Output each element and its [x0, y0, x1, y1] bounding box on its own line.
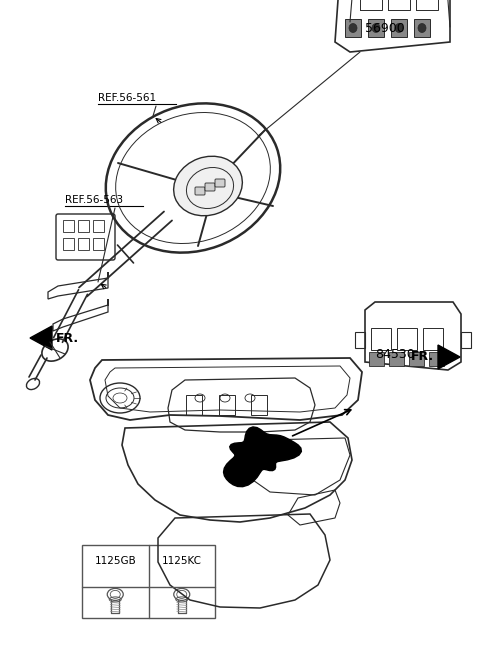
- Bar: [345, 19, 361, 37]
- FancyBboxPatch shape: [205, 183, 215, 191]
- Bar: [219, 395, 235, 415]
- Bar: [414, 19, 430, 37]
- Text: 1125KC: 1125KC: [162, 556, 202, 566]
- FancyBboxPatch shape: [195, 187, 205, 195]
- Text: 1125GB: 1125GB: [95, 556, 136, 566]
- Text: REF.56-561: REF.56-561: [98, 93, 156, 103]
- Bar: [63, 238, 74, 250]
- Bar: [82, 545, 215, 618]
- Ellipse shape: [174, 157, 242, 215]
- Ellipse shape: [395, 24, 403, 33]
- Bar: [369, 352, 384, 366]
- Bar: [186, 395, 202, 415]
- Polygon shape: [438, 345, 460, 369]
- Bar: [409, 352, 424, 366]
- Bar: [461, 332, 471, 348]
- Bar: [397, 328, 417, 350]
- Text: FR.: FR.: [411, 350, 434, 364]
- Bar: [63, 220, 74, 232]
- Ellipse shape: [418, 24, 426, 33]
- Bar: [388, 0, 410, 10]
- Ellipse shape: [349, 24, 357, 33]
- Text: REF.56-563: REF.56-563: [65, 195, 123, 205]
- Bar: [391, 19, 407, 37]
- Bar: [389, 352, 404, 366]
- Text: FR.: FR.: [56, 331, 79, 345]
- Bar: [429, 352, 444, 366]
- Bar: [251, 395, 267, 415]
- Polygon shape: [30, 326, 52, 350]
- Bar: [371, 328, 391, 350]
- Bar: [93, 238, 104, 250]
- Text: 56900: 56900: [365, 22, 405, 35]
- Bar: [416, 0, 438, 10]
- Text: 84530: 84530: [375, 348, 415, 362]
- Ellipse shape: [372, 24, 380, 33]
- Bar: [78, 238, 89, 250]
- Bar: [78, 220, 89, 232]
- Polygon shape: [224, 427, 301, 487]
- Bar: [423, 328, 443, 350]
- Bar: [368, 19, 384, 37]
- Bar: [360, 0, 382, 10]
- FancyBboxPatch shape: [215, 179, 225, 187]
- Bar: [355, 332, 365, 348]
- Bar: [93, 220, 104, 232]
